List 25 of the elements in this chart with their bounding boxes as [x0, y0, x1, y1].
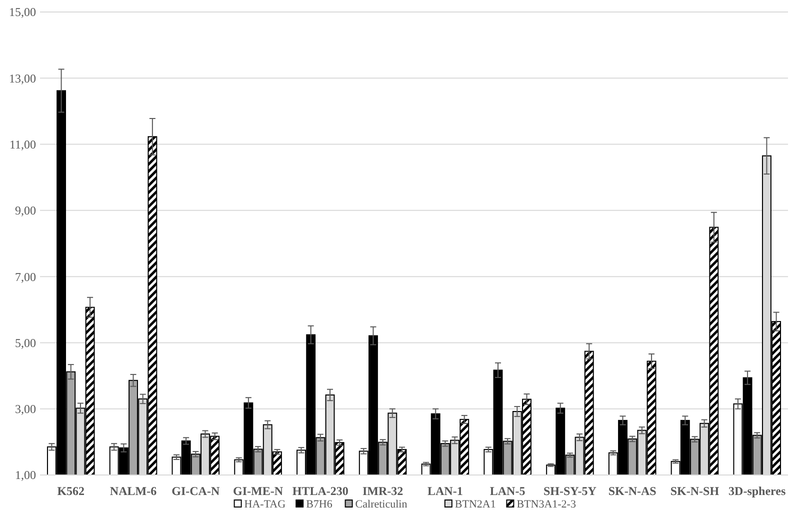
y-tick-label: 13,00	[9, 71, 36, 86]
x-tick-label: LAN-5	[490, 484, 526, 498]
y-tick-label: 9,00	[15, 204, 36, 218]
y-tick-label: 15,00	[9, 5, 36, 20]
x-tick-label: SK-N-AS	[608, 484, 657, 498]
legend-label: BTN3A1-2-3	[516, 498, 576, 510]
x-tick-label: IMR-32	[362, 484, 404, 498]
y-tick-label: 7,00	[15, 270, 36, 284]
y-tick-label: 1,00	[15, 468, 36, 482]
legend-label: Calreticulin	[355, 498, 408, 510]
legend-label: BTN2A1	[454, 498, 496, 510]
legend-label: B7H6	[306, 498, 333, 510]
y-tick-label: 11,00	[9, 137, 36, 152]
x-tick-label: LAN-1	[428, 484, 463, 498]
x-tick-label: HTLA-230	[292, 484, 348, 498]
x-tick-label: GI-CA-N	[172, 484, 220, 498]
x-tick-label: SK-N-SH	[670, 484, 720, 498]
x-tick-label: K562	[57, 484, 85, 498]
y-tick-label: 5,00	[15, 336, 36, 350]
x-tick-label: SH-SY-5Y	[544, 484, 597, 498]
x-tick-label: GI-ME-N	[233, 484, 284, 498]
legend-label: HA-TAG	[244, 498, 286, 510]
x-tick-label: 3D-spheres	[728, 484, 786, 498]
y-tick-label: 3,00	[15, 402, 36, 416]
x-tick-label: NALM-6	[110, 484, 157, 498]
